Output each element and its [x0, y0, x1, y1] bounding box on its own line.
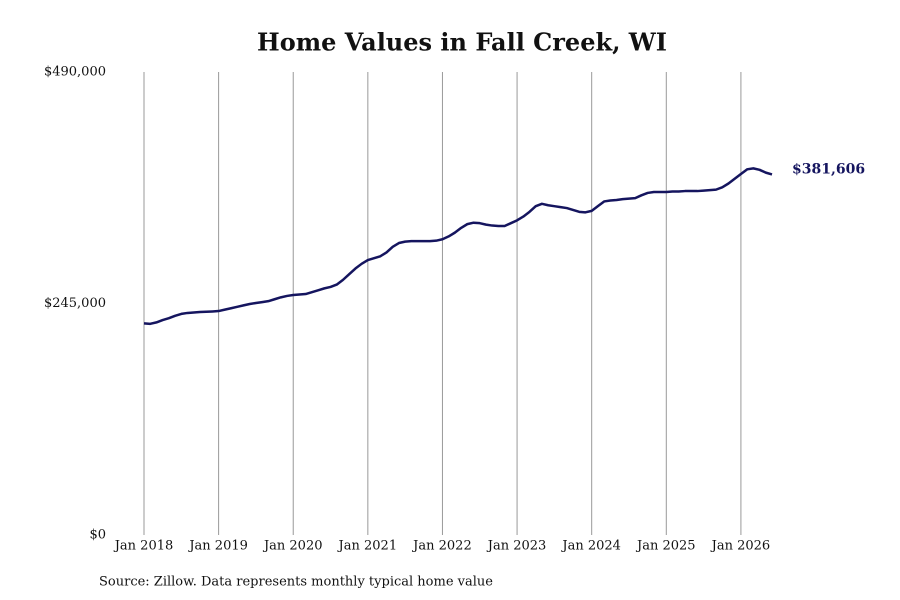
- x-tick-label: Jan 2019: [187, 539, 248, 554]
- x-tick-label: Jan 2023: [486, 539, 547, 554]
- x-tick-label: Jan 2021: [337, 539, 398, 554]
- x-tick-label: Jan 2024: [560, 539, 621, 554]
- x-tick-label: Jan 2020: [262, 539, 323, 554]
- x-tick-label: Jan 2026: [710, 539, 771, 554]
- line: [143, 167, 773, 326]
- chart-title: Home Values in Fall Creek, WI: [257, 28, 667, 57]
- source-note: Source: Zillow. Data represents monthly …: [99, 575, 493, 590]
- y-tick-label: $490,000: [44, 65, 106, 80]
- y-tick-label: $0: [89, 528, 106, 543]
- x-tick-label: Jan 2025: [635, 539, 696, 554]
- end-label: $381,606: [792, 161, 865, 177]
- x-tick-label: Jan 2022: [411, 539, 472, 554]
- y-tick-label: $245,000: [44, 296, 106, 311]
- x-tick-label: Jan 2018: [113, 539, 174, 554]
